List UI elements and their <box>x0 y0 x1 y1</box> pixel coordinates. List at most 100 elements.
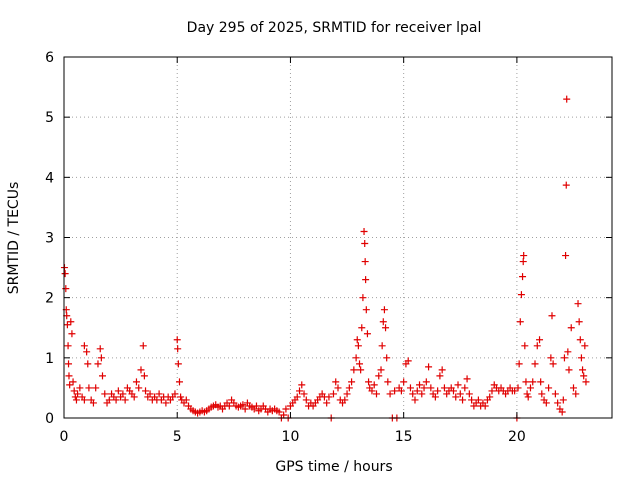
data-point <box>456 390 464 398</box>
data-point <box>114 387 122 395</box>
data-point <box>558 408 566 416</box>
data-point <box>580 372 588 380</box>
data-point <box>360 227 368 235</box>
data-point <box>454 381 462 389</box>
data-point <box>549 360 557 368</box>
data-point <box>463 375 471 383</box>
data-point <box>65 360 73 368</box>
data-point <box>89 399 97 407</box>
data-point <box>173 336 181 344</box>
data-point <box>174 360 182 368</box>
data-points-layer <box>60 95 590 422</box>
plot-area-border <box>63 56 613 419</box>
data-point <box>383 354 391 362</box>
data-point <box>575 318 583 326</box>
data-point <box>348 378 356 386</box>
data-point <box>520 252 528 260</box>
data-point <box>162 399 170 407</box>
data-point <box>98 372 106 380</box>
data-point <box>572 390 580 398</box>
data-point <box>434 387 442 395</box>
data-point <box>293 393 301 401</box>
data-point <box>70 387 78 395</box>
data-point <box>332 378 340 386</box>
data-point <box>352 354 360 362</box>
data-point <box>564 348 572 356</box>
data-point <box>80 396 88 404</box>
y-axis-label: SRMTID / TECUs <box>6 182 22 295</box>
data-point <box>63 321 71 329</box>
data-point <box>526 384 534 392</box>
data-point <box>431 393 439 401</box>
data-point <box>356 360 364 368</box>
chart-title: Day 295 of 2025, SRMTID for receiver lpa… <box>187 20 482 36</box>
data-point <box>67 318 75 326</box>
data-point <box>427 384 435 392</box>
data-point <box>68 330 76 338</box>
data-point <box>275 408 283 416</box>
data-point <box>570 384 578 392</box>
data-point <box>80 342 88 350</box>
data-point <box>452 393 460 401</box>
data-point <box>280 411 288 419</box>
x-axis-label: GPS time / hours <box>275 459 392 475</box>
data-point <box>61 270 69 278</box>
data-point <box>481 402 489 410</box>
data-point <box>296 387 304 395</box>
data-point <box>545 384 553 392</box>
data-point <box>97 354 105 362</box>
data-point <box>357 366 365 374</box>
data-point <box>438 366 446 374</box>
x-tick-label: 5 <box>173 429 182 445</box>
data-point <box>582 378 590 386</box>
y-tick-label: 1 <box>45 351 54 367</box>
data-point <box>101 390 109 398</box>
x-tick-label: 15 <box>395 429 413 445</box>
data-point <box>554 399 562 407</box>
data-point <box>409 390 417 398</box>
data-point <box>551 390 559 398</box>
data-point <box>92 384 100 392</box>
data-point <box>411 396 419 404</box>
data-point <box>370 381 378 389</box>
data-point <box>449 387 457 395</box>
axis-layer: 0 1 2 3 4 5 6 0 5 10 15 20 <box>45 50 612 445</box>
data-point <box>174 345 182 353</box>
data-point <box>422 378 430 386</box>
data-point <box>302 396 310 404</box>
data-point <box>524 393 532 401</box>
x-tick-label: 10 <box>282 429 300 445</box>
data-point <box>66 381 74 389</box>
data-point <box>382 324 390 332</box>
data-point <box>516 318 524 326</box>
data-point <box>65 372 73 380</box>
data-point <box>515 360 523 368</box>
data-point <box>548 312 556 320</box>
data-point <box>563 95 571 103</box>
data-point <box>400 378 408 386</box>
x-tick-label: 20 <box>508 429 526 445</box>
data-point <box>358 324 366 332</box>
data-point <box>365 378 373 386</box>
data-point <box>404 357 412 365</box>
data-point <box>375 372 383 380</box>
data-point <box>440 384 448 392</box>
data-point <box>560 354 568 362</box>
data-point <box>175 378 183 386</box>
data-point <box>85 384 93 392</box>
data-point <box>76 384 84 392</box>
data-point <box>83 348 91 356</box>
data-point <box>486 393 494 401</box>
data-point <box>363 330 371 338</box>
data-point <box>368 387 376 395</box>
data-point <box>182 396 190 404</box>
data-point <box>565 366 573 374</box>
data-point <box>177 393 185 401</box>
data-point <box>574 300 582 308</box>
data-point <box>519 258 527 266</box>
data-point <box>139 342 147 350</box>
data-point <box>239 401 247 409</box>
data-point <box>252 402 260 410</box>
data-point <box>522 378 530 386</box>
